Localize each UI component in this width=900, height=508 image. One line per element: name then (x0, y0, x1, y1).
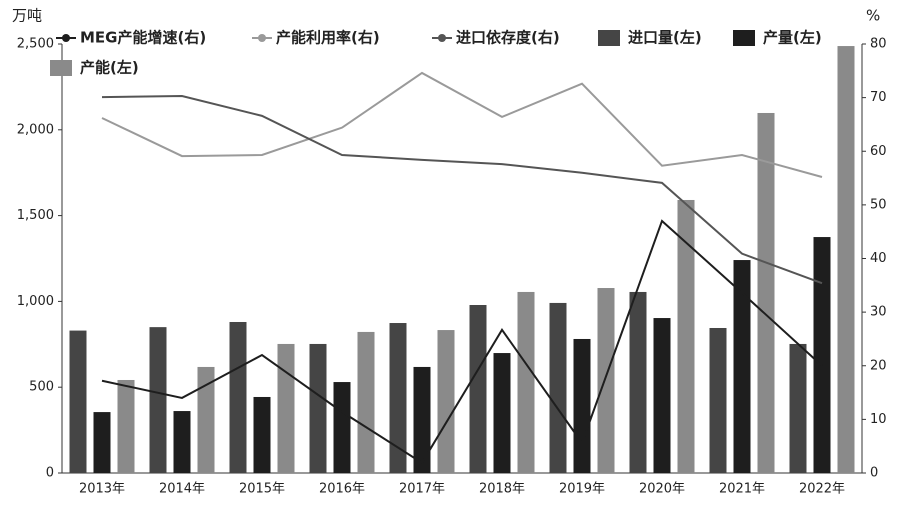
y-unit: 万吨 (12, 7, 42, 25)
y2-unit: % (866, 7, 880, 25)
line (101, 95, 823, 285)
legend-marker (438, 34, 446, 42)
legend-swatch (598, 30, 620, 46)
bar (469, 305, 487, 473)
bar (357, 331, 375, 473)
bar (253, 396, 271, 473)
bar (333, 382, 351, 473)
legend-swatch (50, 60, 72, 76)
bar (677, 199, 695, 473)
bar (549, 302, 567, 473)
line (101, 219, 823, 465)
bar (389, 323, 407, 473)
y2-tick-label: 60 (870, 144, 887, 159)
bar (309, 343, 327, 473)
legend-label: 产能(左) (80, 59, 139, 77)
bar (277, 343, 295, 473)
bar (93, 412, 111, 473)
y-tick-label: 1,500 (17, 208, 54, 223)
bar (197, 366, 215, 473)
bar (117, 379, 135, 473)
bar (733, 260, 751, 473)
y2-tick-label: 70 (870, 90, 887, 105)
y2-tick-label: 30 (870, 305, 887, 320)
bar (653, 318, 671, 473)
bar (69, 330, 87, 473)
y-tick-label: 2,500 (17, 37, 54, 52)
bar (629, 291, 647, 473)
x-tick-label: 2014年 (159, 482, 205, 497)
bar (813, 237, 831, 473)
legend-label: 产量(左) (763, 29, 822, 47)
x-tick-label: 2019年 (559, 482, 605, 497)
bar (493, 353, 511, 473)
y2-tick-label: 40 (870, 251, 887, 266)
x-tick-label: 2016年 (319, 482, 365, 497)
legend-label: 产能利用率(右) (276, 29, 380, 47)
y-tick-label: 0 (46, 466, 54, 481)
y2-tick-label: 20 (870, 358, 887, 373)
bar (709, 327, 727, 473)
bar (437, 330, 455, 473)
y2-tick-label: 0 (870, 466, 878, 481)
y2-tick-label: 80 (870, 37, 887, 52)
x-tick-label: 2018年 (479, 482, 525, 497)
y-tick-label: 2,000 (17, 122, 54, 137)
line (101, 71, 823, 178)
legend-marker (62, 34, 70, 42)
legend-marker (258, 34, 266, 42)
bar (597, 288, 615, 473)
legend-label: MEG产能增速(右) (80, 29, 206, 47)
x-tick-label: 2017年 (399, 482, 445, 497)
x-tick-label: 2021年 (719, 482, 765, 497)
bar (789, 343, 807, 473)
y2-tick-label: 10 (870, 412, 887, 427)
bar (757, 112, 775, 473)
bar (413, 366, 431, 473)
y2-tick-label: 50 (870, 197, 887, 212)
y-tick-label: 500 (29, 380, 54, 395)
bar (517, 291, 535, 473)
bar (173, 411, 191, 473)
legend-label: 进口依存度(右) (456, 29, 560, 47)
x-tick-label: 2020年 (639, 482, 685, 497)
legend-swatch (733, 30, 755, 46)
bar (149, 327, 167, 473)
bar (573, 338, 591, 473)
bar (229, 321, 247, 473)
legend-label: 进口量(左) (628, 29, 702, 47)
y-tick-label: 1,000 (17, 294, 54, 309)
x-tick-label: 2022年 (799, 482, 845, 497)
x-tick-label: 2013年 (79, 482, 125, 497)
x-tick-label: 2015年 (239, 482, 285, 497)
bar (837, 46, 855, 473)
